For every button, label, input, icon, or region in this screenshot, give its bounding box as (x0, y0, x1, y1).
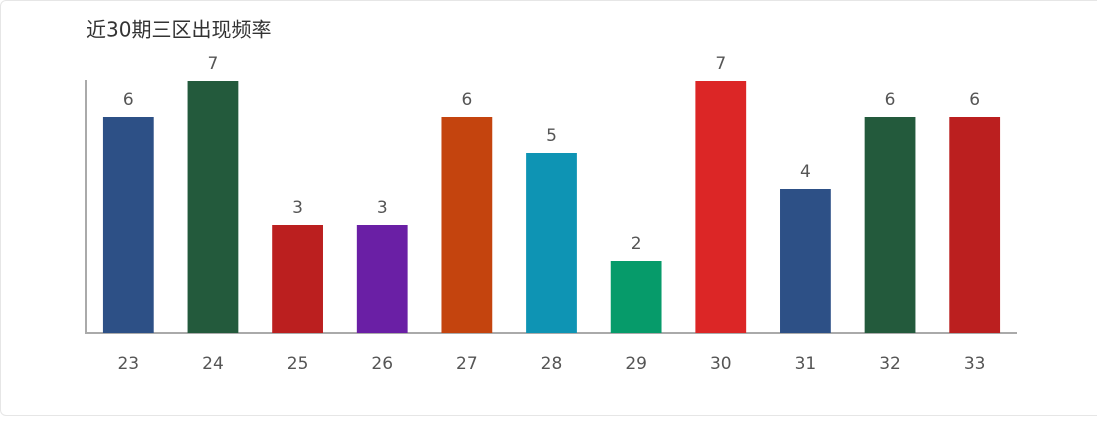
value-label: 7 (208, 54, 219, 74)
x-tick-label: 25 (287, 354, 309, 374)
card (0, 0, 1097, 416)
bar (864, 117, 916, 333)
x-tick-label: 33 (964, 354, 986, 374)
bar (441, 117, 493, 333)
value-label: 3 (292, 198, 303, 218)
x-tick-label: 30 (710, 354, 732, 374)
value-label: 6 (969, 90, 980, 110)
x-tick-label: 31 (795, 354, 817, 374)
x-tick-label: 32 (879, 354, 901, 374)
value-label: 3 (377, 198, 388, 218)
value-label: 6 (885, 90, 896, 110)
bar (272, 225, 323, 333)
value-label: 2 (631, 234, 642, 254)
bar (610, 261, 662, 333)
chart-title: 近30期三区出现频率 (86, 18, 271, 42)
x-tick-label: 28 (541, 354, 563, 374)
bar (526, 153, 577, 333)
bar (695, 81, 747, 333)
x-tick-label: 26 (371, 354, 393, 374)
value-label: 5 (546, 126, 557, 146)
x-tick-label: 23 (117, 354, 139, 374)
value-label: 6 (461, 90, 472, 110)
x-tick-label: 27 (456, 354, 478, 374)
value-label: 6 (123, 90, 134, 110)
value-label: 4 (800, 162, 811, 182)
x-tick-label: 29 (625, 354, 647, 374)
bar (102, 117, 154, 333)
bar (949, 117, 1001, 333)
x-tick-label: 24 (202, 354, 224, 374)
bar (780, 189, 831, 333)
bar (187, 81, 239, 333)
bar (356, 225, 408, 333)
value-label: 7 (715, 54, 726, 74)
